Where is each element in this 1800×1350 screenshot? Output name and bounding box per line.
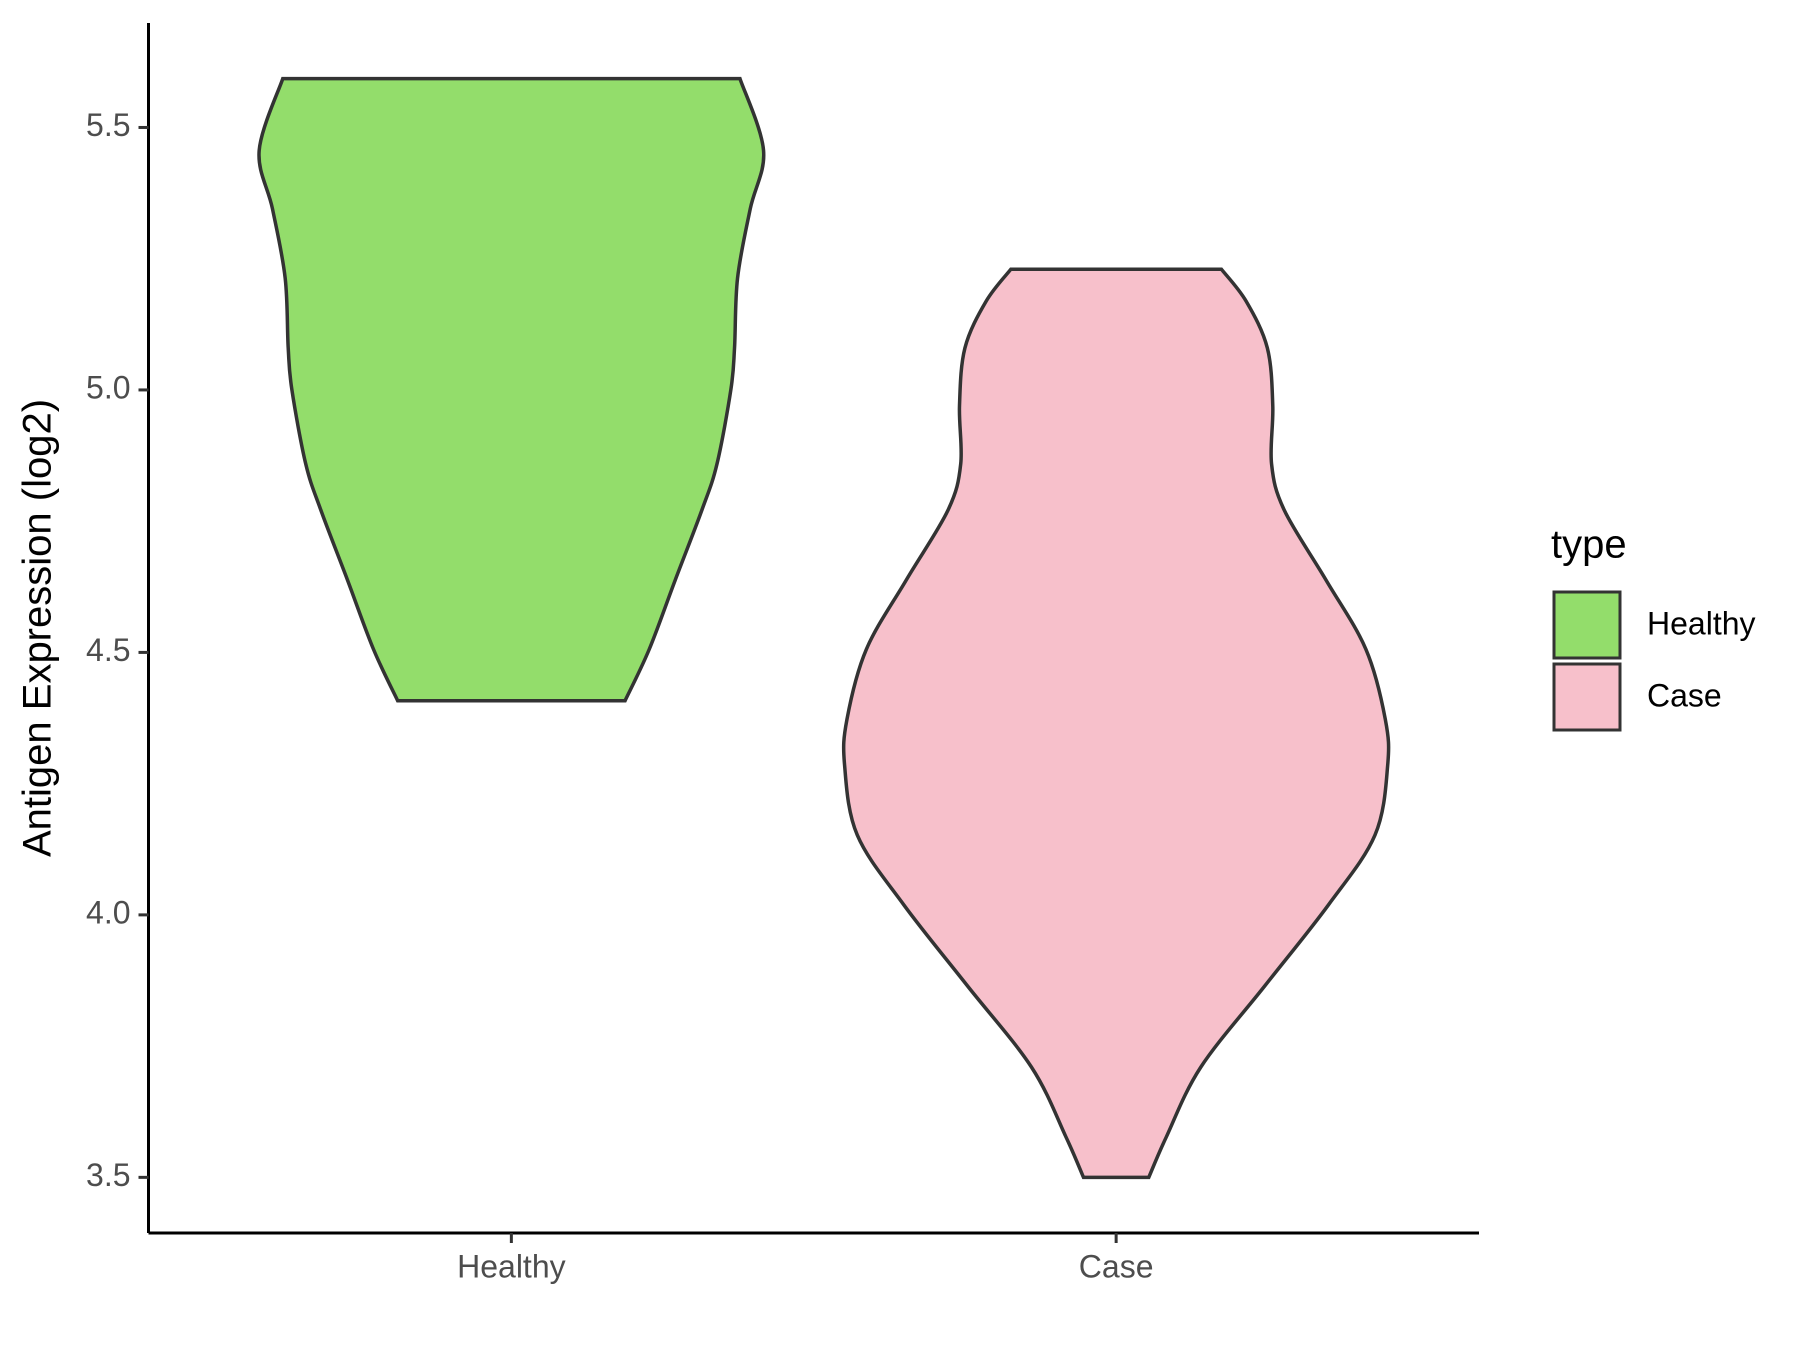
x-tick-label: Case — [1079, 1248, 1154, 1284]
violin — [841, 267, 1391, 1180]
legend-key — [1552, 662, 1622, 732]
x-tick-label: Healthy — [457, 1248, 566, 1284]
legend-title: type — [1551, 523, 1627, 567]
legend-label: Healthy — [1647, 605, 1756, 641]
y-tick-label: 4.0 — [86, 894, 130, 930]
y-tick-label: 5.5 — [86, 107, 130, 143]
violin — [257, 76, 766, 703]
y-axis-title: Antigen Expression (log2) — [16, 399, 60, 857]
legend-label: Case — [1647, 677, 1722, 713]
y-tick-label: 3.5 — [86, 1157, 130, 1193]
y-tick-label: 5.0 — [86, 369, 130, 405]
y-tick-label: 4.5 — [86, 632, 130, 668]
legend-key — [1552, 590, 1622, 660]
